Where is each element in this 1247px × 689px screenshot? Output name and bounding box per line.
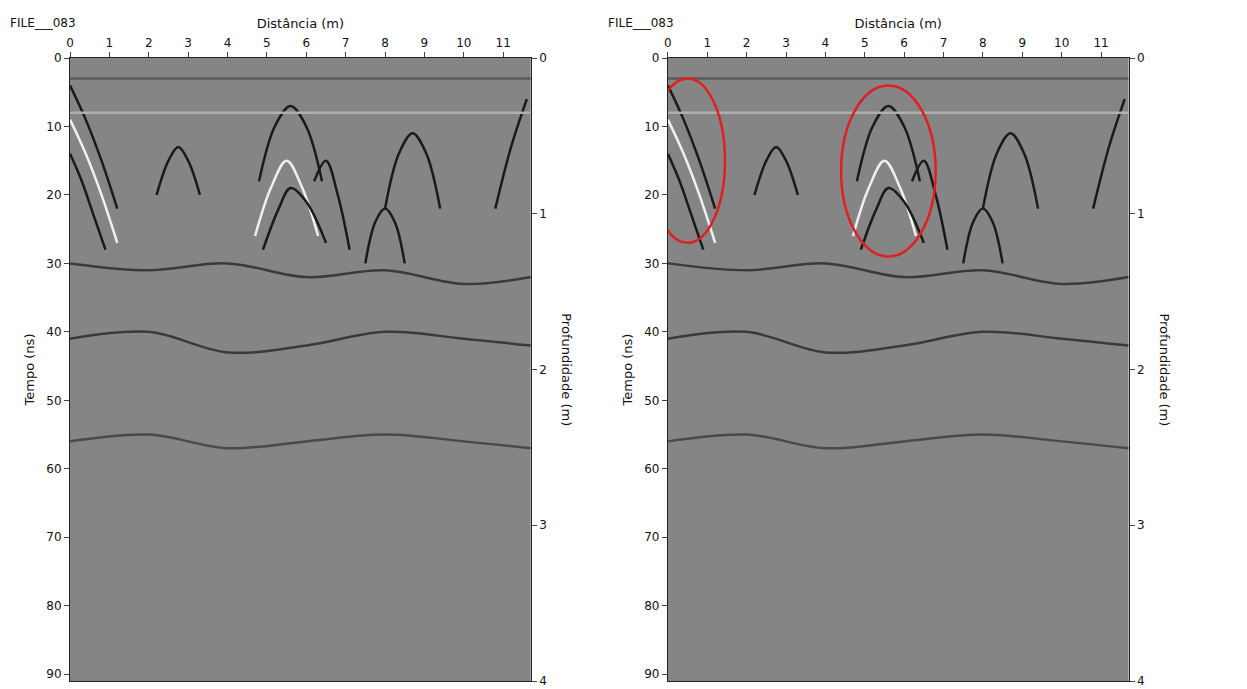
svg-text:60: 60 xyxy=(46,462,61,476)
svg-text:80: 80 xyxy=(46,599,61,613)
svg-text:0: 0 xyxy=(1137,51,1145,65)
svg-text:11: 11 xyxy=(496,36,511,50)
svg-text:3: 3 xyxy=(539,518,547,532)
svg-text:Profundidade (m): Profundidade (m) xyxy=(1157,313,1172,426)
svg-text:9: 9 xyxy=(421,36,429,50)
svg-text:2: 2 xyxy=(145,36,153,50)
svg-text:1: 1 xyxy=(703,36,711,50)
svg-text:10: 10 xyxy=(644,120,659,134)
svg-text:70: 70 xyxy=(644,530,659,544)
svg-text:FILE___083: FILE___083 xyxy=(608,16,674,30)
svg-text:FILE___083: FILE___083 xyxy=(10,16,76,30)
svg-text:0: 0 xyxy=(54,51,62,65)
svg-text:7: 7 xyxy=(940,36,948,50)
svg-text:3: 3 xyxy=(1137,518,1145,532)
svg-text:20: 20 xyxy=(644,188,659,202)
svg-text:0: 0 xyxy=(66,36,74,50)
svg-text:40: 40 xyxy=(644,325,659,339)
svg-text:2: 2 xyxy=(539,363,547,377)
svg-text:50: 50 xyxy=(644,394,659,408)
svg-text:8: 8 xyxy=(979,36,987,50)
svg-text:10: 10 xyxy=(1054,36,1069,50)
svg-text:4: 4 xyxy=(822,36,830,50)
svg-text:90: 90 xyxy=(46,667,61,681)
svg-text:20: 20 xyxy=(46,188,61,202)
svg-text:10: 10 xyxy=(46,120,61,134)
svg-text:4: 4 xyxy=(1137,674,1145,688)
svg-text:8: 8 xyxy=(381,36,389,50)
svg-text:90: 90 xyxy=(644,667,659,681)
svg-text:Profundidade (m): Profundidade (m) xyxy=(559,313,574,426)
svg-text:0: 0 xyxy=(664,36,672,50)
svg-text:30: 30 xyxy=(46,257,61,271)
svg-text:Distância (m): Distância (m) xyxy=(855,16,942,31)
svg-text:Tempo (ns): Tempo (ns) xyxy=(620,334,635,407)
svg-text:10: 10 xyxy=(456,36,471,50)
svg-text:11: 11 xyxy=(1093,36,1108,50)
svg-text:4: 4 xyxy=(539,674,547,688)
svg-text:5: 5 xyxy=(263,36,271,50)
svg-text:1: 1 xyxy=(1137,207,1145,221)
svg-text:7: 7 xyxy=(342,36,350,50)
svg-text:5: 5 xyxy=(861,36,869,50)
svg-text:80: 80 xyxy=(644,599,659,613)
svg-text:6: 6 xyxy=(900,36,908,50)
svg-text:30: 30 xyxy=(644,257,659,271)
svg-text:50: 50 xyxy=(46,394,61,408)
svg-text:9: 9 xyxy=(1018,36,1026,50)
svg-text:40: 40 xyxy=(46,325,61,339)
svg-text:0: 0 xyxy=(652,51,660,65)
svg-text:Distância (m): Distância (m) xyxy=(257,16,344,31)
svg-text:3: 3 xyxy=(782,36,790,50)
svg-text:1: 1 xyxy=(106,36,114,50)
svg-text:2: 2 xyxy=(1137,363,1145,377)
svg-text:3: 3 xyxy=(184,36,192,50)
svg-text:0: 0 xyxy=(539,51,547,65)
svg-text:1: 1 xyxy=(539,207,547,221)
svg-text:70: 70 xyxy=(46,530,61,544)
svg-text:4: 4 xyxy=(224,36,232,50)
svg-text:6: 6 xyxy=(302,36,310,50)
svg-text:2: 2 xyxy=(743,36,751,50)
svg-text:60: 60 xyxy=(644,462,659,476)
svg-text:Tempo (ns): Tempo (ns) xyxy=(22,334,37,407)
